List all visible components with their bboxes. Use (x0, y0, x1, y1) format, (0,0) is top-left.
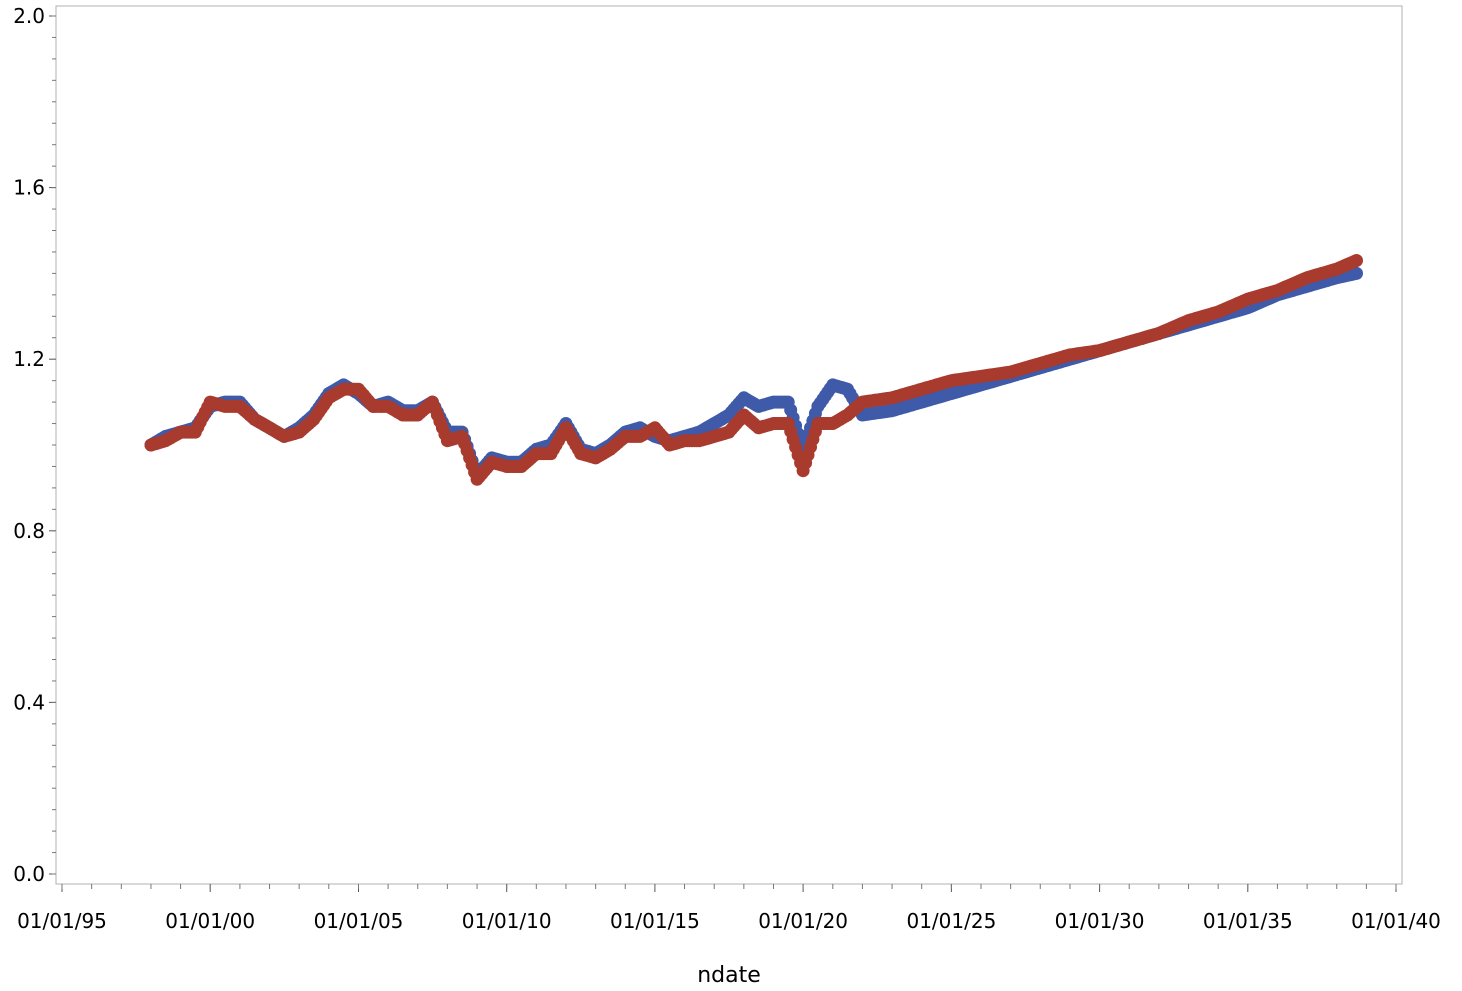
x-tick-label: 01/01/10 (462, 909, 552, 933)
x-tick-label: 01/01/25 (906, 909, 996, 933)
y-tick-label: 0.0 (13, 862, 45, 886)
x-tick-label: 01/01/40 (1351, 909, 1441, 933)
x-tick-label: 01/01/35 (1203, 909, 1293, 933)
x-tick-label: 01/01/15 (610, 909, 700, 933)
series-2 (144, 254, 1363, 486)
plot-frame (55, 5, 1403, 885)
x-axis: 01/01/95 01/01/00 01/01/05 01/01/10 01/01/15… (17, 884, 1441, 933)
y-tick-label: 2.0 (13, 4, 45, 28)
x-tick-label: 01/01/95 (17, 909, 107, 933)
x-tick-label: 01/01/00 (165, 909, 255, 933)
y-tick-label: 1.6 (13, 176, 45, 200)
series-2-line (150, 259, 1357, 481)
x-tick-label: 01/01/30 (1055, 909, 1145, 933)
series-1 (144, 266, 1363, 482)
y-tick-label: 0.4 (13, 690, 45, 714)
x-tick-label: 01/01/05 (314, 909, 404, 933)
series-1-line (150, 272, 1357, 477)
y-axis: 0.0 0.4 0.8 1.2 1.6 2.0 (13, 4, 56, 886)
x-tick-label: 01/01/20 (758, 909, 848, 933)
series-layer (144, 254, 1363, 486)
y-tick-label: 1.2 (13, 347, 45, 371)
series-2-point (1350, 254, 1363, 267)
y-tick-label: 0.8 (13, 519, 45, 543)
series-1-point (1350, 266, 1363, 280)
x-axis-title: ndate (697, 963, 761, 988)
